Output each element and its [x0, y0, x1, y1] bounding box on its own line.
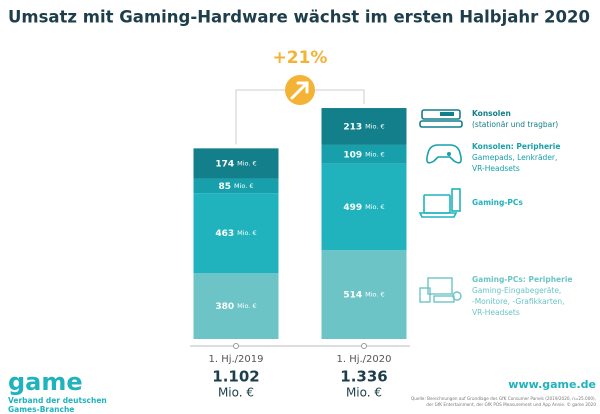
legend-icon	[418, 212, 458, 218]
legend-name: Konsolen: Peripherie	[472, 142, 560, 151]
axis-dot	[233, 343, 239, 349]
data-label: 380 Mio. €	[215, 302, 256, 312]
data-value: 380	[215, 302, 234, 312]
source: Quelle: Berechnungen auf Grundlage des G…	[411, 396, 596, 401]
bar-segment	[321, 163, 407, 251]
data-label: 514 Mio. €	[343, 290, 384, 300]
data-value: 174	[215, 159, 234, 169]
data-unit: Mio. €	[365, 150, 385, 158]
data-unit: Mio. €	[237, 229, 257, 237]
legend-name: Konsolen	[472, 109, 511, 118]
legend-icon	[451, 188, 461, 212]
total-label: 1.336	[340, 368, 387, 386]
total-unit: Mio. €	[218, 386, 254, 400]
website: www.game.de	[508, 378, 596, 391]
legend-icon	[427, 277, 453, 295]
data-value: 463	[215, 229, 234, 239]
bar-segment	[321, 144, 407, 164]
logo: game	[8, 368, 83, 396]
legend-description: VR-Headsets	[472, 164, 520, 173]
legend-icon	[433, 295, 455, 303]
data-value: 499	[343, 202, 362, 212]
legend-name: Gaming-PCs	[472, 198, 523, 207]
legend-name: Gaming-PCs: Peripherie	[472, 275, 573, 284]
x-tick-label: 1. Hj./2020	[336, 354, 391, 365]
bar-segment	[193, 148, 279, 179]
data-unit: Mio. €	[365, 203, 385, 211]
source: der GfK Entertainment, der GfK POS Measu…	[426, 402, 596, 407]
data-unit: Mio. €	[237, 159, 257, 167]
legend-description: VR-Headsets	[472, 308, 520, 317]
legend-icon	[419, 120, 463, 128]
legend-description: -Monitore, -Grafikkarten,	[472, 297, 565, 306]
data-label: 213 Mio. €	[343, 122, 384, 132]
data-value: 213	[343, 122, 362, 132]
legend-icon	[423, 194, 451, 214]
legend-icon	[447, 152, 451, 156]
data-value: 514	[343, 290, 362, 300]
axis-dot	[361, 343, 367, 349]
total-label: 1.102	[212, 368, 259, 386]
legend-description: Gaming-Eingabegeräte,	[472, 286, 561, 295]
data-label: 463 Mio. €	[215, 229, 256, 239]
total-unit: Mio. €	[346, 386, 382, 400]
x-tick-label: 1. Hj./2019	[208, 354, 263, 365]
legend-icon	[426, 144, 462, 164]
legend-icon	[440, 112, 454, 116]
legend-description: (stationär und tragbar)	[472, 120, 558, 129]
legend-description: Gamepads, Lenkräder,	[472, 153, 557, 162]
data-value: 85	[218, 181, 231, 191]
bar-segment	[193, 178, 279, 194]
data-label: 174 Mio. €	[215, 159, 256, 169]
data-unit: Mio. €	[234, 182, 254, 190]
data-label: 109 Mio. €	[343, 150, 384, 160]
data-unit: Mio. €	[365, 291, 385, 299]
bar-segment	[193, 273, 279, 339]
data-unit: Mio. €	[237, 302, 257, 310]
bar-segment	[321, 108, 407, 145]
growth-arrow	[290, 81, 309, 100]
growth-label: +21%	[273, 48, 328, 68]
data-label: 499 Mio. €	[343, 202, 384, 212]
data-unit: Mio. €	[365, 122, 385, 130]
bar-segment	[321, 250, 407, 339]
legend-icon	[419, 287, 431, 303]
data-value: 109	[343, 150, 362, 160]
chart-title: Umsatz mit Gaming-Hardware wächst im ers…	[8, 8, 590, 27]
logo-line: Verband der deutschen	[8, 396, 107, 405]
data-label: 85 Mio. €	[218, 181, 253, 191]
bar-segment	[193, 193, 279, 274]
legend-icon	[452, 291, 462, 301]
logo-line: Games-Branche	[8, 405, 74, 414]
legend-icon	[421, 109, 461, 120]
